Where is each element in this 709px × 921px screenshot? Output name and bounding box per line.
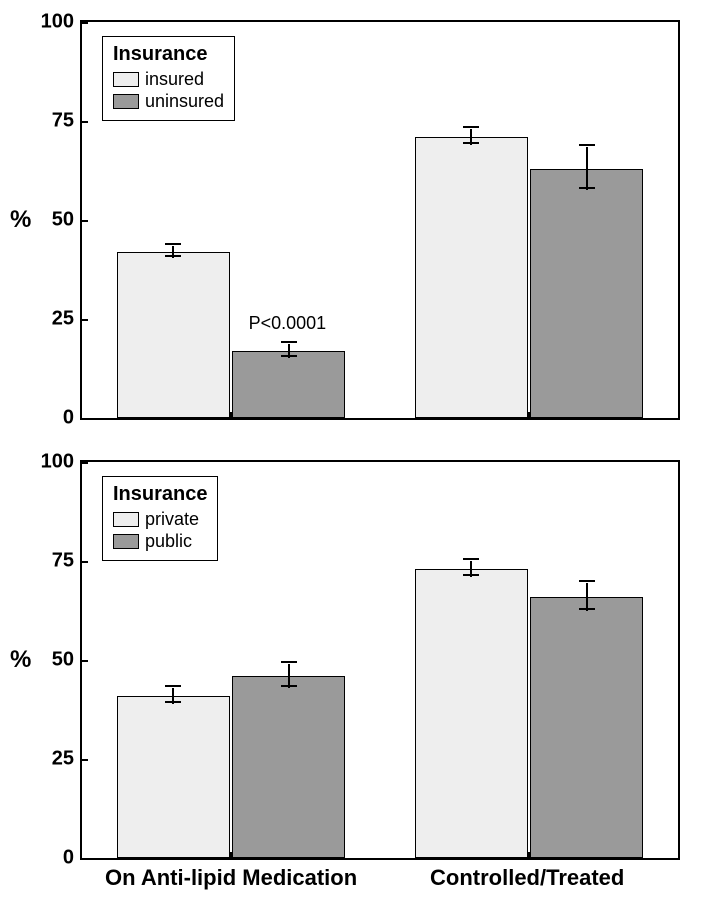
- ytick-mark: [80, 759, 88, 761]
- error-cap: [165, 255, 181, 257]
- ytick-label: 75: [52, 550, 74, 573]
- ytick-mark: [80, 462, 88, 464]
- error-bar: [586, 583, 588, 611]
- ytick-label: 50: [52, 649, 74, 672]
- error-cap: [165, 685, 181, 687]
- bar: [415, 137, 528, 418]
- yaxis-label-bottom: %: [10, 646, 31, 674]
- panel-bottom: 0255075100Insuranceprivatepublic: [80, 460, 680, 860]
- legend-item: public: [113, 530, 207, 552]
- ytick-mark: [80, 319, 88, 321]
- p-value-annotation: P<0.0001: [249, 313, 327, 334]
- error-cap: [463, 574, 479, 576]
- ytick-label: 100: [41, 451, 74, 474]
- legend: Insuranceinsureduninsured: [102, 36, 235, 121]
- ytick-label: 0: [63, 407, 74, 430]
- ytick-label: 75: [52, 110, 74, 133]
- error-cap: [281, 685, 297, 687]
- error-cap: [463, 142, 479, 144]
- ytick-label: 100: [41, 11, 74, 34]
- ytick-label: 50: [52, 209, 74, 232]
- ytick-mark: [80, 660, 88, 662]
- bar: [117, 696, 230, 858]
- legend-swatch: [113, 534, 139, 549]
- legend-item: uninsured: [113, 90, 224, 112]
- error-cap: [579, 580, 595, 582]
- error-cap: [165, 243, 181, 245]
- ytick-label: 0: [63, 847, 74, 870]
- legend-label: public: [145, 530, 192, 552]
- figure: % % 0255075100P<0.0001Insuranceinsuredun…: [0, 0, 709, 921]
- ytick-mark: [80, 858, 88, 860]
- panel-top: 0255075100P<0.0001Insuranceinsureduninsu…: [80, 20, 680, 420]
- bar: [530, 169, 643, 418]
- bar: [117, 252, 230, 418]
- error-cap: [281, 355, 297, 357]
- legend-title: Insurance: [113, 483, 207, 506]
- xaxis-category-0: On Anti-lipid Medication: [105, 865, 357, 891]
- legend: Insuranceprivatepublic: [102, 476, 218, 561]
- ytick-mark: [80, 121, 88, 123]
- legend-item: private: [113, 508, 207, 530]
- ytick-mark: [80, 220, 88, 222]
- bar: [232, 351, 345, 418]
- legend-swatch: [113, 512, 139, 527]
- legend-item: insured: [113, 68, 224, 90]
- error-cap: [281, 341, 297, 343]
- ytick-label: 25: [52, 748, 74, 771]
- error-cap: [579, 608, 595, 610]
- error-cap: [463, 126, 479, 128]
- bar: [530, 597, 643, 858]
- ytick-mark: [80, 418, 88, 420]
- legend-label: uninsured: [145, 90, 224, 112]
- error-cap: [579, 144, 595, 146]
- error-cap: [281, 661, 297, 663]
- xaxis-category-1: Controlled/Treated: [430, 865, 624, 891]
- error-cap: [463, 558, 479, 560]
- error-cap: [579, 187, 595, 189]
- error-bar: [586, 147, 588, 191]
- legend-swatch: [113, 72, 139, 87]
- yaxis-label-top: %: [10, 206, 31, 234]
- legend-swatch: [113, 94, 139, 109]
- legend-label: insured: [145, 68, 204, 90]
- ytick-label: 25: [52, 308, 74, 331]
- ytick-mark: [80, 561, 88, 563]
- ytick-mark: [80, 22, 88, 24]
- legend-label: private: [145, 508, 199, 530]
- bar: [232, 676, 345, 858]
- bar: [415, 569, 528, 858]
- error-cap: [165, 701, 181, 703]
- legend-title: Insurance: [113, 43, 224, 66]
